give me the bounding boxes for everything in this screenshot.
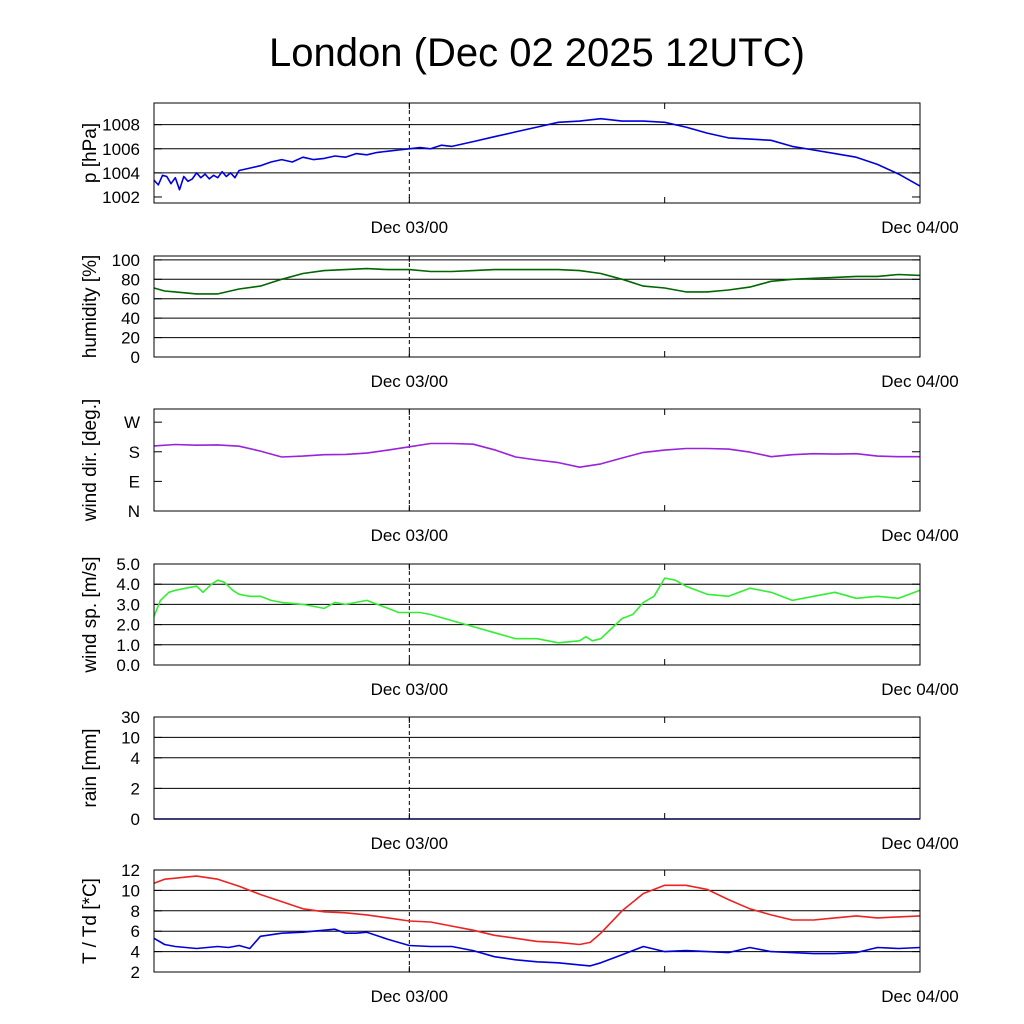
ytick-label-4: 0 [131, 810, 140, 829]
ytick-label-2: E [129, 472, 140, 491]
ylabel-5: T / Td [*C] [80, 878, 101, 964]
ytick-label-3: 3.0 [116, 595, 140, 614]
ytick-label-2: W [124, 413, 140, 432]
xtick-label-3: Dec 04/00 [881, 680, 959, 699]
ytick-label-4: 30 [121, 708, 140, 727]
xtick-label-2: Dec 03/00 [371, 526, 449, 545]
series-line-0-0 [153, 117, 921, 191]
ytick-label-2: S [129, 443, 140, 462]
panel-frame-5 [153, 869, 921, 973]
ytick-label-3: 4.0 [116, 575, 140, 594]
ytick-label-3: 2.0 [116, 616, 140, 635]
ytick-label-0: 1006 [102, 140, 140, 159]
xtick-label-0: Dec 03/00 [371, 218, 449, 237]
ytick-label-5: 2 [131, 963, 140, 982]
panel-frame-4 [153, 716, 921, 820]
xtick-label-1: Dec 03/00 [371, 372, 449, 391]
ytick-label-1: 20 [121, 329, 140, 348]
panel-frame-1 [153, 255, 921, 358]
ytick-label-3: 0.0 [116, 656, 140, 675]
series-line-2-0 [153, 442, 920, 469]
series-line-5-1 [153, 928, 921, 967]
ytick-label-1: 60 [121, 290, 140, 309]
ytick-label-5: 8 [131, 902, 140, 921]
xtick-label-3: Dec 03/00 [371, 680, 449, 699]
ytick-label-2: N [128, 502, 140, 521]
xtick-label-0: Dec 04/00 [881, 218, 959, 237]
ytick-label-5: 4 [131, 943, 140, 962]
ytick-label-5: 12 [121, 861, 140, 880]
ytick-label-5: 6 [131, 922, 140, 941]
ytick-label-1: 40 [121, 309, 140, 328]
ylabel-0: p [hPa] [80, 123, 101, 183]
series-line-1-0 [153, 267, 921, 295]
ytick-label-0: 1002 [102, 188, 140, 207]
ytick-label-1: 80 [121, 270, 140, 289]
chart-title: London (Dec 02 2025 12UTC) [269, 31, 805, 75]
ytick-label-0: 1004 [102, 164, 140, 183]
ytick-label-3: 1.0 [116, 636, 140, 655]
ytick-label-4: 4 [131, 749, 140, 768]
xtick-label-4: Dec 04/00 [881, 834, 959, 853]
ytick-label-1: 100 [112, 251, 140, 270]
xtick-label-5: Dec 04/00 [881, 987, 959, 1006]
series-line-3-0 [153, 577, 921, 644]
ylabel-2: wind dir. [deg.] [80, 399, 101, 523]
xtick-label-2: Dec 04/00 [881, 526, 959, 545]
xtick-label-5: Dec 03/00 [371, 987, 449, 1006]
xtick-label-4: Dec 03/00 [371, 834, 449, 853]
ytick-label-3: 5.0 [116, 555, 140, 574]
ytick-label-4: 2 [131, 779, 140, 798]
ylabel-1: humidity [%] [80, 255, 101, 358]
ytick-label-5: 10 [121, 881, 140, 900]
series-line-5-0 [153, 875, 921, 946]
ylabel-4: rain [mm] [80, 728, 101, 807]
ytick-label-4: 10 [121, 728, 140, 747]
panel-frame-2 [153, 408, 921, 512]
panel-frame-3 [153, 563, 921, 666]
ytick-label-0: 1008 [102, 116, 140, 135]
ytick-label-1: 0 [131, 348, 140, 367]
panel-frame-0 [153, 102, 921, 204]
ylabel-3: wind sp. [m/s] [80, 556, 101, 673]
xtick-label-1: Dec 04/00 [881, 372, 959, 391]
